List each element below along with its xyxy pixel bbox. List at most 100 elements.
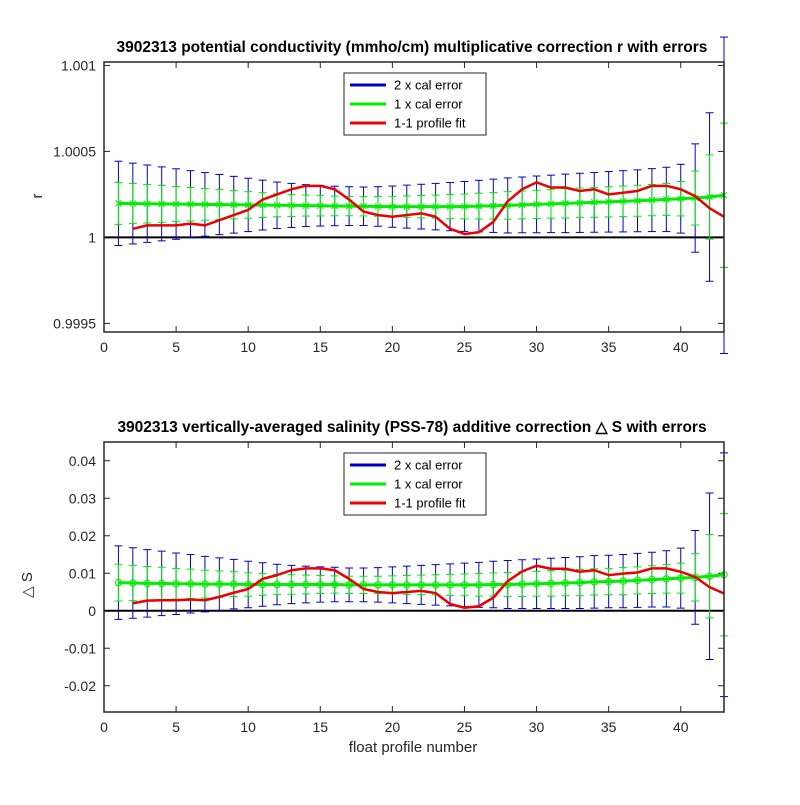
point-marker (129, 579, 137, 587)
point-marker (532, 580, 541, 588)
x-tick-label: 35 (601, 339, 617, 355)
legend-label: 1-1 profile fit (394, 496, 466, 511)
y-tick-label: 0.04 (69, 453, 96, 469)
point-marker (576, 578, 584, 587)
point-marker (417, 581, 425, 589)
point-marker (706, 193, 713, 201)
point-marker (143, 200, 151, 208)
point-marker (273, 580, 281, 589)
point-marker (633, 576, 642, 585)
point-marker (590, 578, 598, 586)
chart-top: 3902313 potential conductivity (mmho/cm)… (29, 36, 728, 355)
point-marker (562, 200, 569, 207)
point-marker (187, 200, 194, 208)
point-marker (691, 194, 699, 202)
point-marker (345, 581, 353, 589)
point-marker (172, 200, 180, 208)
point-marker (432, 203, 439, 210)
point-marker (431, 581, 440, 589)
chart-bottom: 3902313 vertically-averaged salinity (PS… (19, 419, 728, 756)
point-marker (576, 199, 584, 207)
point-marker (475, 202, 483, 210)
x-tick-label: 5 (172, 339, 180, 355)
chart-title: 3902313 potential conductivity (mmho/cm)… (117, 39, 708, 56)
legend-label: 1-1 profile fit (394, 116, 466, 131)
y-tick-label: 0.9995 (53, 315, 96, 331)
y-tick-label: -0.01 (64, 640, 96, 656)
point-marker (590, 198, 598, 206)
y-tick-label: 1.001 (61, 57, 96, 73)
legend-label: 2 x cal error (394, 458, 463, 473)
x-tick-label: 20 (385, 719, 401, 735)
point-marker (230, 580, 238, 588)
point-marker (143, 579, 151, 588)
point-marker (460, 581, 469, 589)
point-marker (403, 581, 411, 589)
y-tick-label: 0.02 (69, 528, 96, 544)
y-tick-label: 1 (88, 229, 96, 245)
axes-box (103, 441, 725, 713)
line-1x-cal (118, 573, 725, 587)
point-marker (461, 203, 468, 210)
point-marker (215, 580, 224, 588)
point-marker (475, 581, 483, 589)
point-marker (172, 580, 180, 588)
point-marker (201, 201, 209, 208)
point-marker (374, 581, 382, 589)
point-marker (244, 201, 252, 209)
point-marker (403, 203, 411, 210)
x-tick-label: 35 (601, 719, 617, 735)
x-tick-label: 25 (457, 339, 473, 355)
point-marker (561, 579, 570, 587)
point-marker (389, 203, 396, 210)
point-marker (331, 202, 339, 210)
point-marker (518, 580, 526, 588)
point-marker (201, 580, 209, 588)
point-marker (446, 203, 454, 210)
point-marker (388, 581, 397, 589)
y-tick-label: -0.02 (64, 678, 96, 694)
point-marker (634, 197, 641, 205)
series-1x-cal-error (114, 513, 728, 637)
point-marker (648, 575, 656, 584)
point-marker (360, 202, 367, 210)
point-marker (273, 201, 281, 209)
point-marker (288, 202, 295, 209)
point-marker (302, 580, 310, 589)
point-marker (446, 581, 454, 589)
point-marker (129, 200, 137, 207)
point-marker (691, 573, 699, 582)
point-marker (316, 580, 324, 589)
x-tick-label: 25 (457, 719, 473, 735)
point-marker (374, 203, 382, 210)
chart-title: 3902313 vertically-averaged salinity (PS… (117, 419, 706, 436)
y-tick-label: 0.01 (69, 565, 96, 581)
point-marker (619, 577, 627, 585)
point-marker (345, 202, 353, 210)
point-marker (114, 578, 123, 587)
legend-label: 1 x cal error (394, 477, 463, 492)
point-marker (489, 202, 497, 210)
point-marker (605, 198, 613, 206)
point-marker (287, 580, 296, 589)
plot-area: 0 5 10 15 20 25 30 35 40 -0.02 -0.01 0 0.01 0.02 0.03 0… (64, 441, 728, 735)
x-tick-label: 10 (240, 339, 256, 355)
point-marker (504, 202, 512, 209)
x-axis-label: float profile number (349, 739, 477, 756)
x-tick-label: 0 (100, 339, 108, 355)
x-tick-label: 5 (172, 719, 180, 735)
y-tick-label: 0.03 (69, 490, 96, 506)
point-marker (215, 201, 223, 208)
point-marker (115, 200, 122, 207)
x-tick-label: 20 (385, 339, 401, 355)
legend-label: 2 x cal error (394, 78, 463, 93)
y-tick-label: 1.0005 (53, 143, 96, 159)
point-marker (258, 580, 267, 589)
point-marker (489, 580, 498, 589)
point-marker (619, 197, 627, 205)
series-1-1-profile-fit (132, 564, 725, 609)
x-tick-label: 10 (240, 719, 256, 735)
point-marker (417, 203, 425, 210)
point-marker (316, 202, 324, 210)
point-marker (662, 575, 671, 583)
